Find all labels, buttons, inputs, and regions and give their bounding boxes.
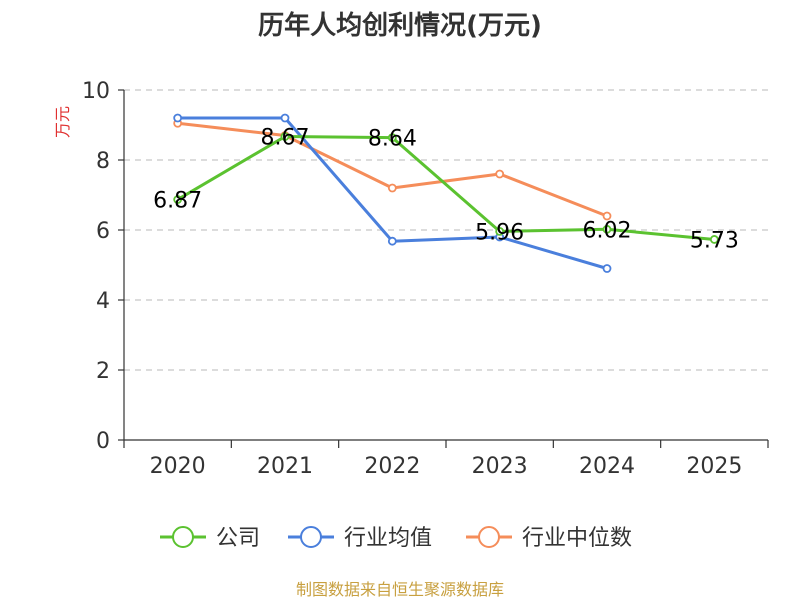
data-label: 5.96 [475, 220, 524, 245]
legend-marker [300, 526, 322, 548]
legend[interactable]: 公司 行业均值 行业中位数 [160, 526, 632, 551]
data-point [173, 195, 183, 204]
data-point [602, 211, 612, 221]
data-label: 8.67 [261, 126, 310, 151]
x-tick-label: 2021 [257, 454, 313, 479]
legend-marker [172, 526, 194, 548]
chart-title: 历年人均创利情况(万元) [258, 10, 542, 41]
legend-item-label: 行业均值 [344, 526, 432, 551]
x-tick-label: 2023 [472, 454, 528, 479]
y-tick-label: 2 [96, 359, 110, 384]
data-point [709, 235, 719, 244]
y-axis-label: 万元 [53, 106, 72, 138]
data-label: 8.64 [368, 127, 417, 152]
x-tick-label: 2025 [686, 454, 742, 479]
data-label: 6.02 [583, 218, 632, 243]
legend-item-label: 公司 [216, 526, 260, 551]
data-point [495, 226, 505, 236]
data-point [602, 264, 612, 273]
x-tick-label: 2020 [150, 454, 206, 479]
data-label: 6.87 [153, 189, 202, 214]
data-point [280, 113, 290, 123]
y-tick-label: 0 [96, 429, 110, 454]
data-point [387, 133, 397, 143]
y-tick-label: 8 [96, 149, 110, 174]
data-point [495, 169, 505, 179]
series-line-0 [176, 135, 715, 241]
legend-item-label: 行业中位数 [522, 526, 632, 551]
x-tick-label: 2022 [364, 454, 420, 479]
y-tick-label: 6 [96, 219, 110, 244]
data-point [280, 132, 290, 141]
source-note: 制图数据来自恒生聚源数据库 [296, 580, 504, 599]
x-tick-label: 2024 [579, 454, 635, 479]
y-tick-label: 4 [96, 289, 110, 314]
series-lines [173, 113, 719, 273]
grid-lines [124, 89, 768, 371]
legend-marker [478, 526, 500, 548]
data-point [173, 113, 183, 123]
axes: 0 2 4 6 8 10 2020 2021 2022 2023 2024 2025 [82, 79, 769, 479]
data-point [387, 183, 397, 193]
data-point [602, 224, 612, 234]
y-tick-label: 10 [82, 79, 110, 104]
data-point [387, 236, 397, 246]
data-label: 5.73 [690, 228, 739, 253]
data-labels: 6.87 8.67 8.64 5.96 6.02 5.73 [153, 126, 739, 254]
